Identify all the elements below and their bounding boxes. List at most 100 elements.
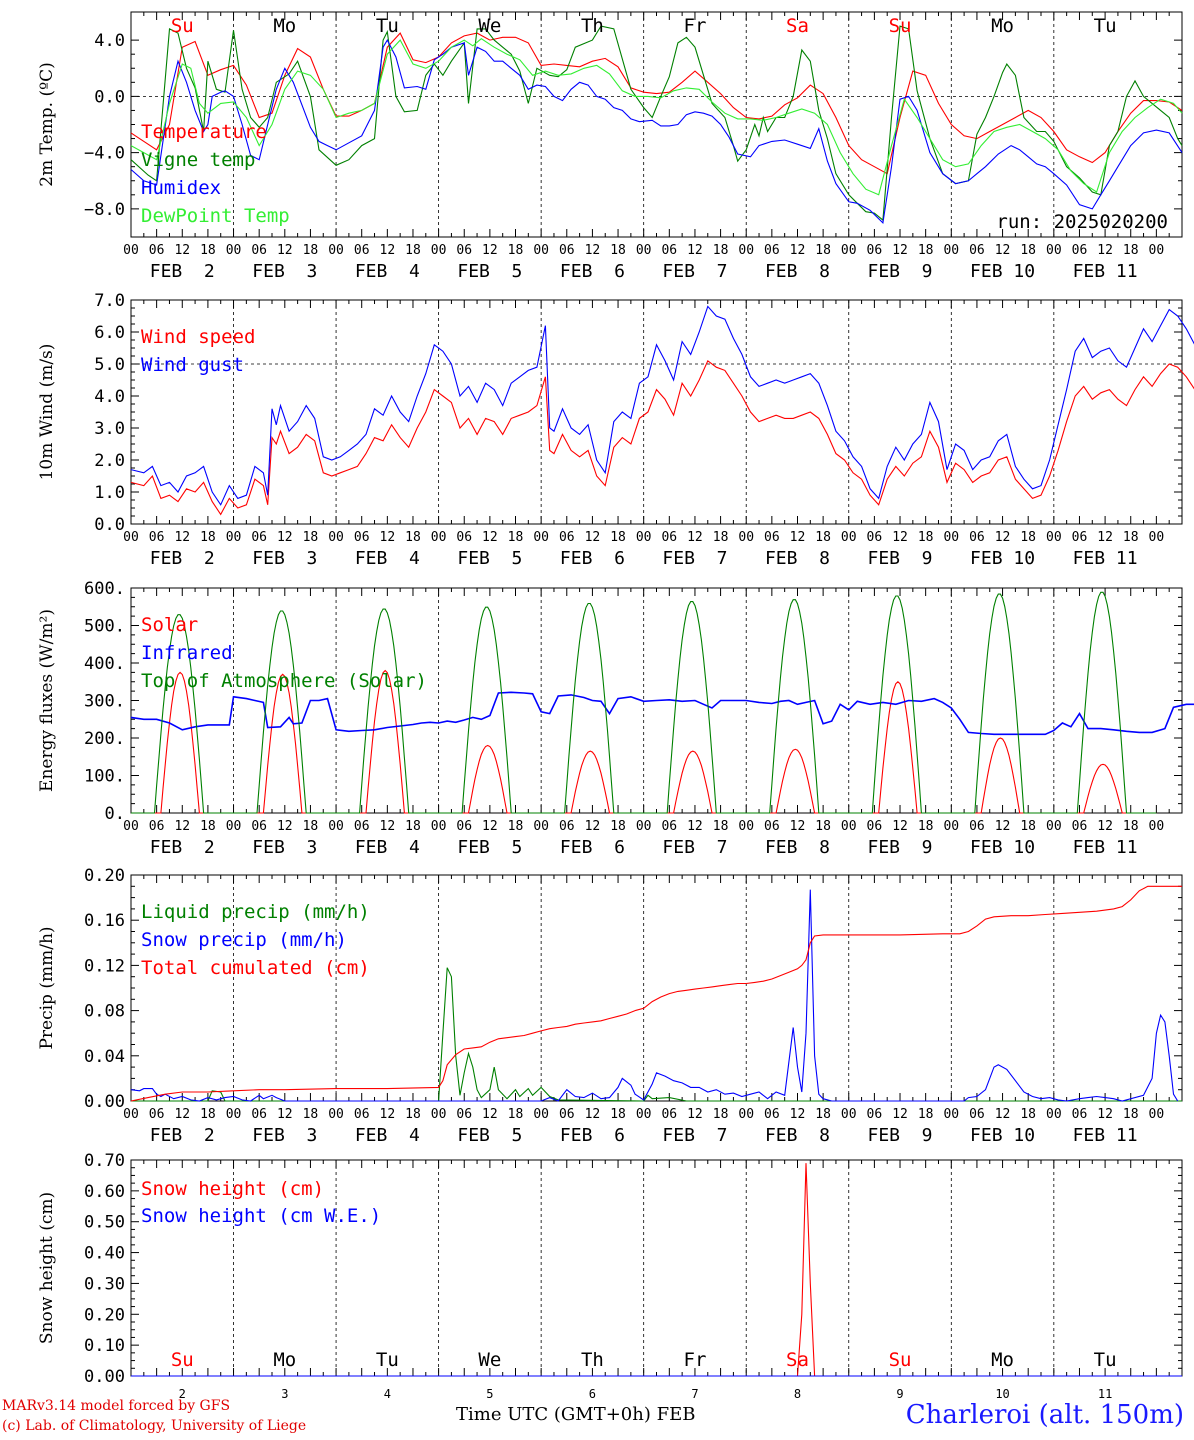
x-hour-label: 00: [226, 530, 242, 545]
x-hour-label: 00: [431, 1107, 447, 1122]
legend-entry: Snow height (cm): [141, 1178, 324, 1200]
x-hour-label: 06: [559, 530, 575, 545]
x-hour-label: 00: [636, 1107, 652, 1122]
series-line-1: [130, 32, 1183, 175]
x-hour-label: 12: [277, 1107, 293, 1122]
x-hour-label: 12: [277, 530, 293, 545]
weekday-label: Mo: [991, 1349, 1014, 1371]
x-day-number: 10: [995, 1387, 1009, 1401]
y-tick-label: 0.0: [94, 87, 125, 107]
x-hour-label: 18: [405, 530, 421, 545]
series-line-1: [130, 359, 1194, 516]
x-hour-label: 12: [995, 819, 1011, 834]
weekday-label: We: [478, 1349, 501, 1371]
x-date-label: FEB 8: [765, 548, 830, 569]
x-hour-label: 12: [995, 243, 1011, 258]
x-hour-label: 12: [687, 1107, 703, 1122]
y-tick-label: 0.12: [84, 956, 125, 976]
y-tick-label: 0.: [105, 804, 125, 824]
x-hour-label: 00: [328, 243, 344, 258]
series-line-3: [130, 38, 1183, 225]
series-line-2: [130, 691, 1194, 736]
x-hour-label: 18: [610, 819, 626, 834]
x-hour-label: 06: [456, 530, 472, 545]
weekday-label: Su: [171, 1349, 194, 1371]
x-hour-label: 06: [969, 1107, 985, 1122]
x-hour-label: 06: [149, 243, 165, 258]
y-tick-label: 1.0: [94, 483, 125, 503]
x-hour-label: 18: [508, 530, 524, 545]
x-hour-label: 18: [713, 243, 729, 258]
x-hour-label: 00: [328, 1107, 344, 1122]
x-hour-label: 18: [200, 243, 216, 258]
x-hour-label: 12: [585, 1107, 601, 1122]
x-hour-label: 18: [815, 530, 831, 545]
x-hour-label: 00: [123, 1107, 139, 1122]
weekday-label: Mo: [991, 15, 1014, 37]
weekday-label: Su: [889, 15, 912, 37]
x-hour-label: 00: [738, 1107, 754, 1122]
x-hour-label: 12: [790, 1107, 806, 1122]
x-day-number: 9: [896, 1387, 903, 1401]
x-hour-label: 18: [918, 1107, 934, 1122]
y-tick-label: 0.30: [84, 1274, 125, 1294]
panel-4: [130, 874, 1183, 1102]
x-hour-label: 12: [790, 819, 806, 834]
x-hour-label: 18: [405, 1107, 421, 1122]
x-hour-label: 06: [661, 1107, 677, 1122]
weekday-label: Tu: [376, 15, 399, 37]
weekday-label: We: [478, 15, 501, 37]
x-hour-label: 00: [1046, 1107, 1062, 1122]
x-hour-label: 06: [1072, 819, 1088, 834]
legend-entry: Top of Atmosphere (Solar): [141, 670, 427, 692]
x-hour-label: 06: [764, 243, 780, 258]
series-line-3: [130, 885, 1182, 1102]
x-hour-label: 12: [585, 530, 601, 545]
x-hour-label: 18: [200, 819, 216, 834]
x-date-label: FEB 2: [150, 548, 215, 569]
x-hour-label: 00: [636, 819, 652, 834]
x-date-label: FEB 6: [560, 548, 625, 569]
x-hour-label: 12: [174, 1107, 190, 1122]
x-date-label: FEB 8: [765, 261, 830, 282]
x-date-label: FEB 3: [252, 1125, 317, 1146]
x-hour-label: 12: [380, 819, 396, 834]
x-hour-label: 18: [610, 1107, 626, 1122]
x-date-label: FEB 4: [355, 837, 420, 858]
x-hour-label: 18: [918, 819, 934, 834]
x-hour-label: 12: [1097, 530, 1113, 545]
x-hour-label: 06: [251, 530, 267, 545]
x-day-number: 11: [1098, 1387, 1112, 1401]
x-hour-label: 06: [354, 819, 370, 834]
x-hour-label: 18: [610, 530, 626, 545]
model-credit: MARv3.14 model forced by GFS: [2, 1398, 231, 1414]
x-hour-label: 06: [1072, 1107, 1088, 1122]
weekday-label: Sa: [786, 15, 809, 37]
x-hour-label: 12: [892, 1107, 908, 1122]
y-tick-label: 600.: [84, 579, 125, 599]
y-tick-label: 0.70: [84, 1151, 125, 1171]
x-hour-label: 12: [892, 243, 908, 258]
x-hour-label: 18: [918, 530, 934, 545]
x-hour-label: 00: [123, 243, 139, 258]
x-hour-label: 12: [482, 1107, 498, 1122]
y-tick-label: 0.50: [84, 1213, 125, 1233]
x-day-number: 8: [794, 1387, 801, 1401]
x-date-label: FEB 5: [457, 548, 522, 569]
x-hour-label: 00: [738, 243, 754, 258]
x-hour-label: 06: [867, 530, 883, 545]
x-hour-label: 06: [251, 819, 267, 834]
x-hour-label: 00: [328, 819, 344, 834]
x-hour-label: 12: [482, 530, 498, 545]
x-hour-label: 18: [200, 530, 216, 545]
panel-5: [130, 1159, 1183, 1377]
x-hour-label: 18: [713, 530, 729, 545]
legend-entry: Snow height (cm W.E.): [141, 1205, 381, 1227]
x-date-label: FEB 11: [1073, 837, 1138, 858]
x-hour-label: 12: [277, 243, 293, 258]
x-hour-label: 06: [867, 819, 883, 834]
x-hour-label: 06: [354, 530, 370, 545]
series-line-2: [130, 889, 1179, 1102]
legend-entry: Wind speed: [141, 326, 255, 348]
weekday-label: Tu: [1094, 1349, 1117, 1371]
